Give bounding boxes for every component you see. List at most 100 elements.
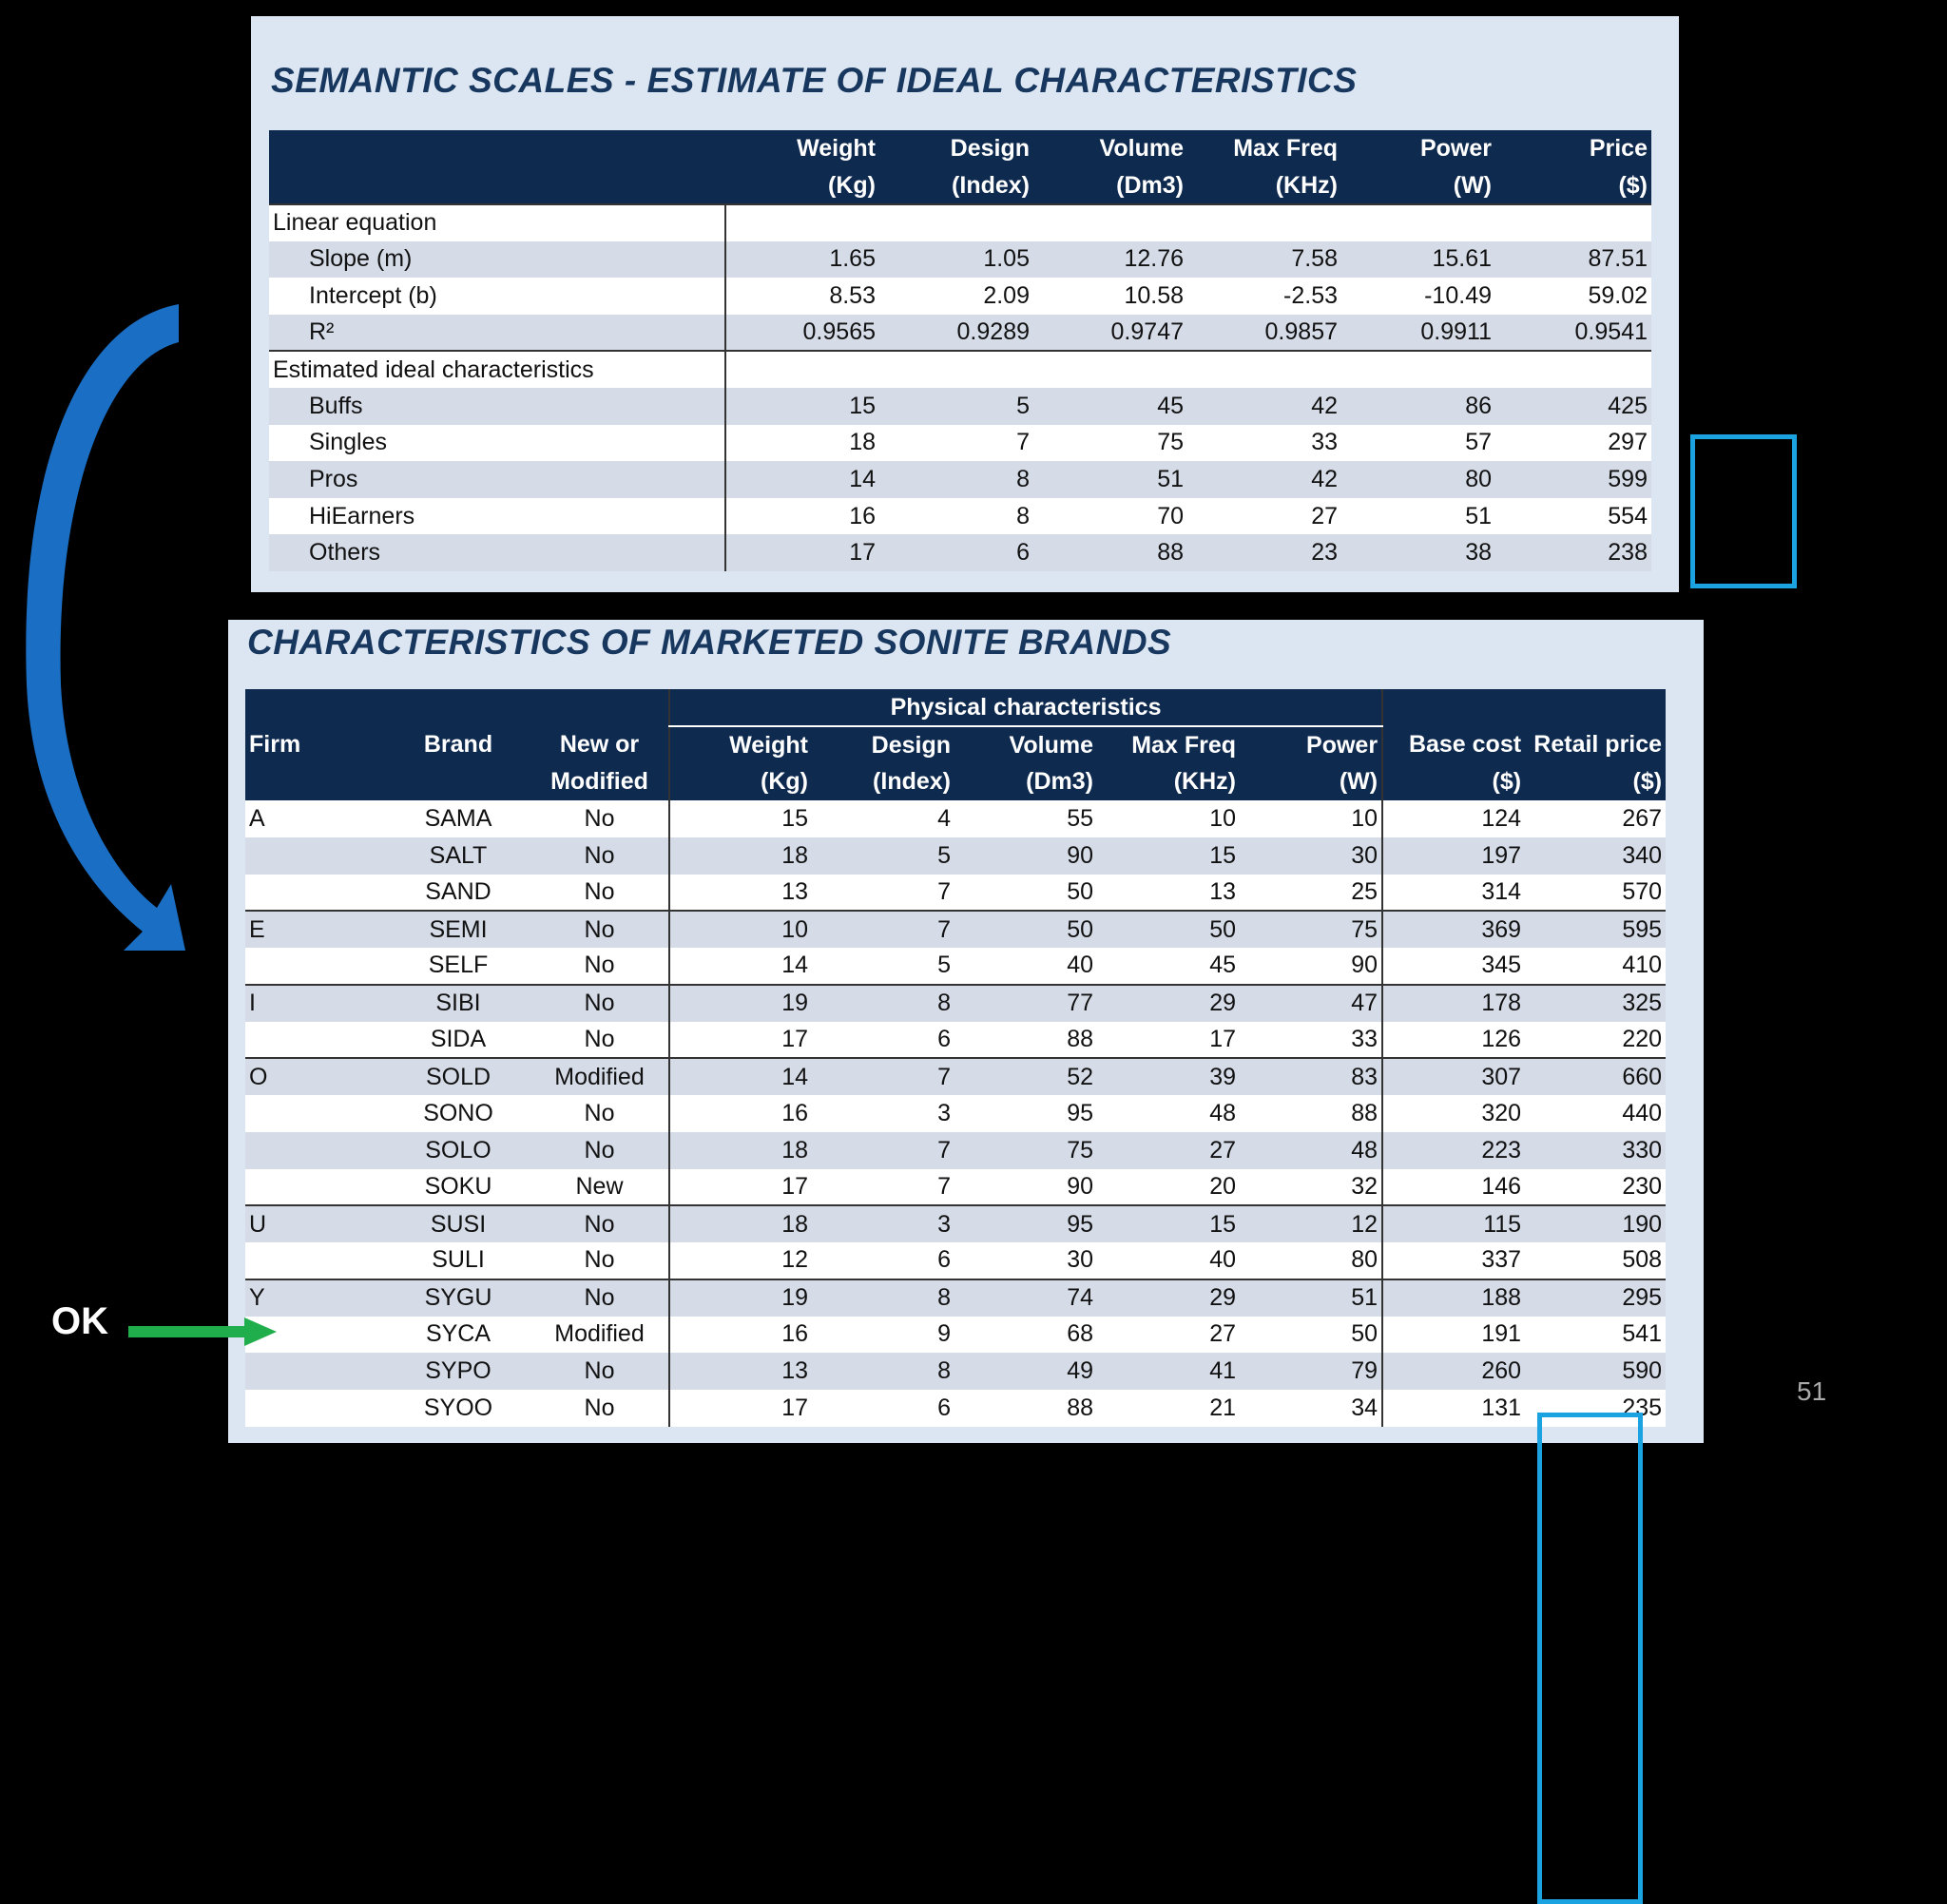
value-cell: 5 [879,387,1033,425]
brand-cell: SONO [386,1095,530,1132]
table-row: SALT No 18 5 90 15 30 197 340 [245,837,1667,875]
empty-cell [725,350,879,388]
cost-cell: 131 [1381,1390,1526,1427]
weight-cell: 13 [668,874,812,912]
value-cell: 27 [1187,497,1341,535]
ideal-characteristics-panel: SEMANTIC SCALES - ESTIMATE OF IDEAL CHAR… [251,16,1797,592]
cost-cell: 124 [1381,800,1526,837]
value-cell: 23 [1187,534,1341,571]
value-cell: 42 [1187,387,1341,425]
volume-cell: 49 [954,1353,1097,1390]
table-row: SAND No 13 7 50 13 25 314 570 [245,874,1667,912]
value-cell: -10.49 [1341,278,1495,315]
value-cell: 87.51 [1495,240,1651,279]
empty-cell [1341,203,1495,241]
firm-cell: E [245,910,386,948]
power-cell: 33 [1240,1021,1383,1059]
retail-cell: 541 [1525,1316,1667,1354]
design-header: Design [812,726,954,763]
firm-cell [245,1131,386,1169]
value-cell: 57 [1341,424,1495,462]
curved-arrow-icon [26,304,185,951]
power-cell: 32 [1240,1168,1383,1206]
value-cell: 425 [1495,387,1651,425]
freq-cell: 27 [1097,1316,1240,1354]
freq-cell: 45 [1097,948,1240,985]
status-cell: No [530,800,669,837]
status-cell: No [530,1021,669,1059]
brand-cell: SOLD [386,1057,530,1095]
brand-cell: SELF [386,948,530,985]
status-cell: New [530,1168,669,1206]
status-cell: No [530,874,669,912]
value-cell: 599 [1495,461,1651,498]
table-row: Buffs 15 5 45 42 86 425 [269,387,1651,425]
status-cell: No [530,910,669,948]
firm-cell [245,1353,386,1390]
value-cell: 86 [1341,387,1495,425]
value-cell: 18 [725,424,879,462]
value-cell: 554 [1495,497,1651,535]
cost-cell: 345 [1381,948,1526,985]
status-cell: No [530,1204,669,1242]
weight-cell: 18 [668,1204,812,1242]
table-row: SONO No 16 3 95 48 88 320 440 [245,1095,1667,1132]
table-row: HiEarners 16 8 70 27 51 554 [269,497,1651,535]
cost-cell: 191 [1381,1316,1526,1354]
brand-cell: SIBI [386,983,530,1022]
value-cell: 75 [1033,424,1187,462]
retail-cell: 220 [1525,1021,1667,1059]
value-cell: 0.9857 [1187,314,1341,352]
value-cell: 0.9565 [725,314,879,352]
design-cell: 4 [812,800,954,837]
value-cell: 8.53 [725,278,879,315]
cost-cell: 223 [1381,1131,1526,1169]
firm-cell [245,1095,386,1132]
maxfreq-unit: (KHz) [1097,763,1240,800]
volume-cell: 75 [954,1131,1097,1169]
freq-cell: 39 [1097,1057,1240,1095]
freq-cell: 29 [1097,1278,1240,1317]
power-cell: 88 [1240,1095,1383,1132]
retail-cell: 230 [1525,1168,1667,1206]
value-cell: 0.9747 [1033,314,1187,352]
volume-header: Volume [954,726,1097,763]
section-label: Estimated ideal characteristics [269,350,726,388]
ideal-characteristics-table: Weight Design Volume Max Freq Power Pric… [269,130,1651,571]
freq-cell: 21 [1097,1390,1240,1427]
value-cell: 59.02 [1495,278,1651,315]
col-weight-header: Weight [725,130,879,167]
power-cell: 79 [1240,1353,1383,1390]
table1-title: SEMANTIC SCALES - ESTIMATE OF IDEAL CHAR… [271,61,1358,100]
weight-unit: (Kg) [668,763,812,800]
status-cell: No [530,948,669,985]
table-row: Slope (m) 1.65 1.05 12.76 7.58 15.61 87.51 [269,240,1651,279]
power-cell: 30 [1240,837,1383,875]
brand-cell: SALT [386,837,530,875]
table-row: Y SYGU No 19 8 74 29 51 188 295 [245,1278,1667,1317]
row-label: Intercept (b) [269,278,726,315]
brand-cell: SIDA [386,1021,530,1059]
table-row: SOLO No 18 7 75 27 48 223 330 [245,1131,1667,1169]
col-price-header: Price [1495,130,1651,167]
brand-cell: SYCA [386,1316,530,1354]
cost-cell: 126 [1381,1021,1526,1059]
value-cell: 0.9541 [1495,314,1651,352]
design-unit: (Index) [812,763,954,800]
new-or-header: New or [530,726,669,763]
volume-cell: 68 [954,1316,1097,1354]
table-row: SYOO No 17 6 88 21 34 131 235 [245,1390,1667,1427]
corner-header-2 [269,167,725,204]
power-cell: 47 [1240,983,1383,1022]
weight-cell: 19 [668,1278,812,1317]
value-cell: 51 [1341,497,1495,535]
design-cell: 8 [812,1278,954,1317]
col-volume-header: Volume [1033,130,1187,167]
blank-header [245,689,669,726]
section-header-row: Estimated ideal characteristics [269,350,1651,388]
empty-cell [879,350,1033,388]
value-cell: 297 [1495,424,1651,462]
volume-cell: 90 [954,837,1097,875]
cost-cell: 197 [1381,837,1526,875]
volume-cell: 40 [954,948,1097,985]
